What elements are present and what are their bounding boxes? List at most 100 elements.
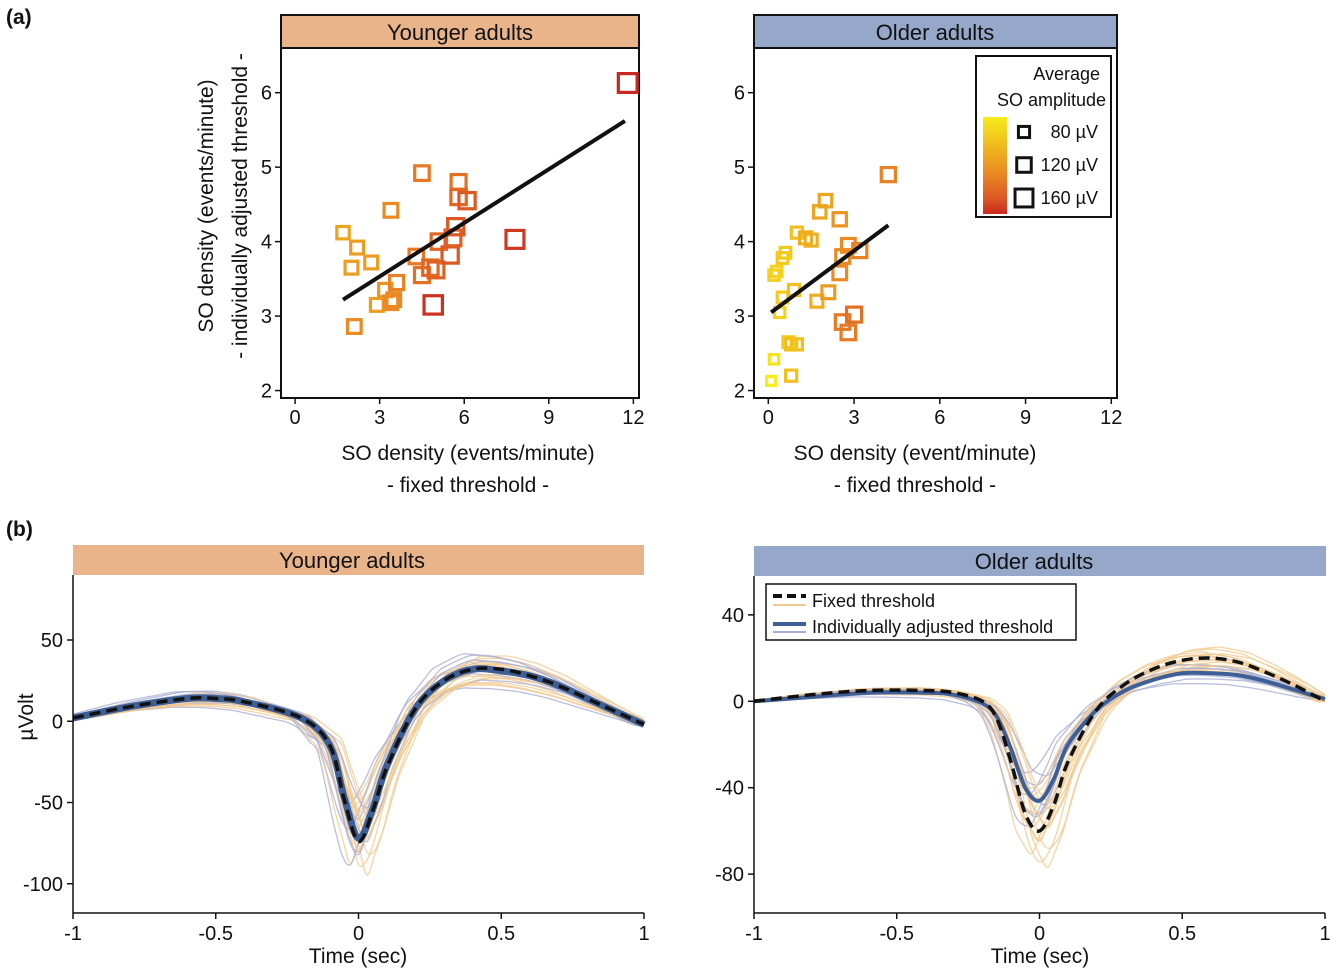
x-tick-label-younger-waveform-2: 0 (353, 923, 364, 945)
x-tick-label-younger-scatter-4: 12 (622, 407, 644, 429)
point-older-0 (765, 374, 778, 387)
point-younger-25 (616, 72, 639, 94)
legend-amplitude: Average SO amplitude 80 µV 120 µV 160 µV (975, 55, 1112, 218)
point-older-16 (809, 293, 825, 309)
trace-older-23 (753, 669, 1326, 789)
y-axis-label-scatter-2: - individually adjusted threshold - (229, 53, 252, 359)
point-older-28 (879, 165, 897, 184)
point-younger-24 (504, 228, 526, 250)
trace-older-16 (753, 651, 1326, 855)
point-younger-1 (343, 259, 360, 276)
waveform-younger: Younger adults -1 -0.5 0 0.5 1 50 0 -50 -100 Tim… (15, 545, 650, 968)
banner-older (753, 14, 1118, 49)
y-tick-label-younger-waveform-1: 0 (52, 711, 63, 733)
y-tick-label-younger-waveform-3: -100 (23, 874, 63, 896)
point-older-12 (789, 337, 805, 352)
point-younger-3 (363, 254, 380, 271)
point-younger-19 (446, 217, 466, 237)
x-axis-label-younger-waveform: Time (sec) (309, 945, 407, 968)
title-older-scatter: Older adults (876, 20, 995, 45)
y-tick-label-younger-scatter-4: 6 (261, 83, 272, 105)
y-tick-label-older-waveform-2: -40 (715, 778, 744, 800)
point-older-21 (831, 264, 849, 282)
legend-amplitude-title-2: SO amplitude (997, 90, 1106, 110)
x-axis-label-older-scatter-1: SO density (event/minute) (794, 442, 1037, 465)
point-older-24 (839, 236, 857, 254)
point-older-1 (767, 352, 781, 366)
series-fixed-younger (72, 666, 645, 844)
banner-younger-waveform (73, 545, 644, 575)
ticks-younger-scatter: 0 3 6 9 12 2 3 4 5 6 (261, 83, 645, 429)
title-older-waveform: Older adults (975, 549, 1094, 574)
banner-older-waveform (754, 546, 1326, 576)
ticks-older-waveform: -1 -0.5 0 0.5 1 40 0 -40 -80 (715, 605, 1330, 945)
x-tick-label-younger-scatter-2: 6 (459, 407, 470, 429)
trace-older-2 (753, 665, 1326, 809)
legend-amplitude-swatch-1 (1015, 156, 1033, 174)
x-tick-label-younger-waveform-4: 1 (638, 923, 649, 945)
y-tick-label-older-scatter-0: 2 (734, 381, 745, 403)
point-younger-7 (382, 294, 400, 312)
point-older-7 (778, 245, 793, 260)
ticks-older-scatter: 0 3 6 9 12 2 3 4 5 6 (734, 83, 1123, 429)
x-axis-label-younger-scatter-1: SO density (events/minute) (341, 442, 594, 465)
point-younger-4 (345, 318, 363, 335)
legend-amplitude-entries: 80 µV 120 µV 160 µV (1013, 122, 1098, 209)
y-tick-label-older-scatter-2: 4 (734, 232, 745, 254)
point-older-10 (783, 368, 799, 383)
point-younger-2 (349, 239, 366, 256)
y-tick-label-younger-scatter-2: 4 (261, 232, 272, 254)
y-tick-label-older-waveform-3: -80 (715, 864, 744, 886)
x-tick-label-younger-waveform-1: -0.5 (199, 923, 233, 945)
point-older-8 (781, 335, 796, 350)
x-tick-label-older-scatter-2: 6 (934, 407, 945, 429)
point-younger-23 (422, 294, 444, 316)
point-younger-10 (382, 201, 400, 219)
panel-label-a: (a) (6, 6, 32, 29)
x-tick-label-younger-scatter-3: 9 (543, 407, 554, 429)
series-fixed-older (753, 656, 1326, 833)
scatter-younger: Younger adults 0 3 6 9 12 2 3 4 5 6 SO density (e… (195, 14, 645, 497)
y-tick-label-older-scatter-3: 5 (734, 157, 745, 179)
point-older-26 (844, 305, 864, 324)
y-tick-label-younger-waveform-0: 50 (41, 630, 63, 652)
trace-younger-23 (72, 683, 645, 800)
fit-line-older (769, 223, 890, 314)
trace-younger-21 (72, 659, 645, 856)
y-axis-label-scatter-1: SO density (events/minute) (195, 79, 218, 332)
legend-threshold: Fixed threshold Individually adjusted th… (765, 583, 1077, 641)
point-younger-22 (457, 190, 477, 211)
point-younger-15 (426, 260, 446, 280)
x-tick-label-older-waveform-1: -0.5 (880, 923, 914, 945)
x-tick-label-older-scatter-3: 9 (1020, 407, 1031, 429)
legend-amplitude-swatch-2 (1013, 187, 1035, 209)
trace-older-18 (753, 664, 1326, 827)
legend-adjusted-label: Individually adjusted threshold (812, 617, 1053, 637)
y-tick-label-younger-scatter-0: 2 (261, 381, 272, 403)
x-tick-label-older-scatter-4: 12 (1100, 407, 1122, 429)
point-younger-8 (385, 291, 403, 309)
x-axis-label-older-waveform: Time (sec) (991, 945, 1089, 968)
x-tick-label-older-scatter-1: 3 (848, 407, 859, 429)
x-tick-label-younger-scatter-1: 3 (374, 407, 385, 429)
x-tick-label-younger-scatter-0: 0 (290, 407, 301, 429)
x-tick-label-older-scatter-0: 0 (763, 407, 774, 429)
point-older-3 (770, 264, 784, 279)
trace-younger-11 (72, 663, 645, 855)
ticks-younger-waveform: -1 -0.5 0 0.5 1 50 0 -50 -100 (23, 630, 650, 945)
banner-younger (280, 14, 640, 49)
point-younger-12 (413, 164, 431, 182)
title-younger-scatter: Younger adults (387, 20, 533, 45)
x-tick-label-older-waveform-0: -1 (745, 923, 763, 945)
point-younger-0 (335, 224, 351, 241)
legend-colorbar (983, 117, 1007, 214)
y-axis-label-waveform: µVolt (15, 693, 38, 740)
x-axis-label-older-scatter-2: - fixed threshold - (834, 474, 996, 497)
x-tick-label-older-waveform-4: 1 (1319, 923, 1330, 945)
x-tick-label-younger-waveform-0: -1 (64, 923, 82, 945)
panel-label-b: (b) (6, 518, 33, 541)
legend-amplitude-swatch-0 (1016, 124, 1032, 140)
series-adjusted-older (753, 670, 1326, 803)
plot-frame-younger-scatter (280, 47, 640, 399)
